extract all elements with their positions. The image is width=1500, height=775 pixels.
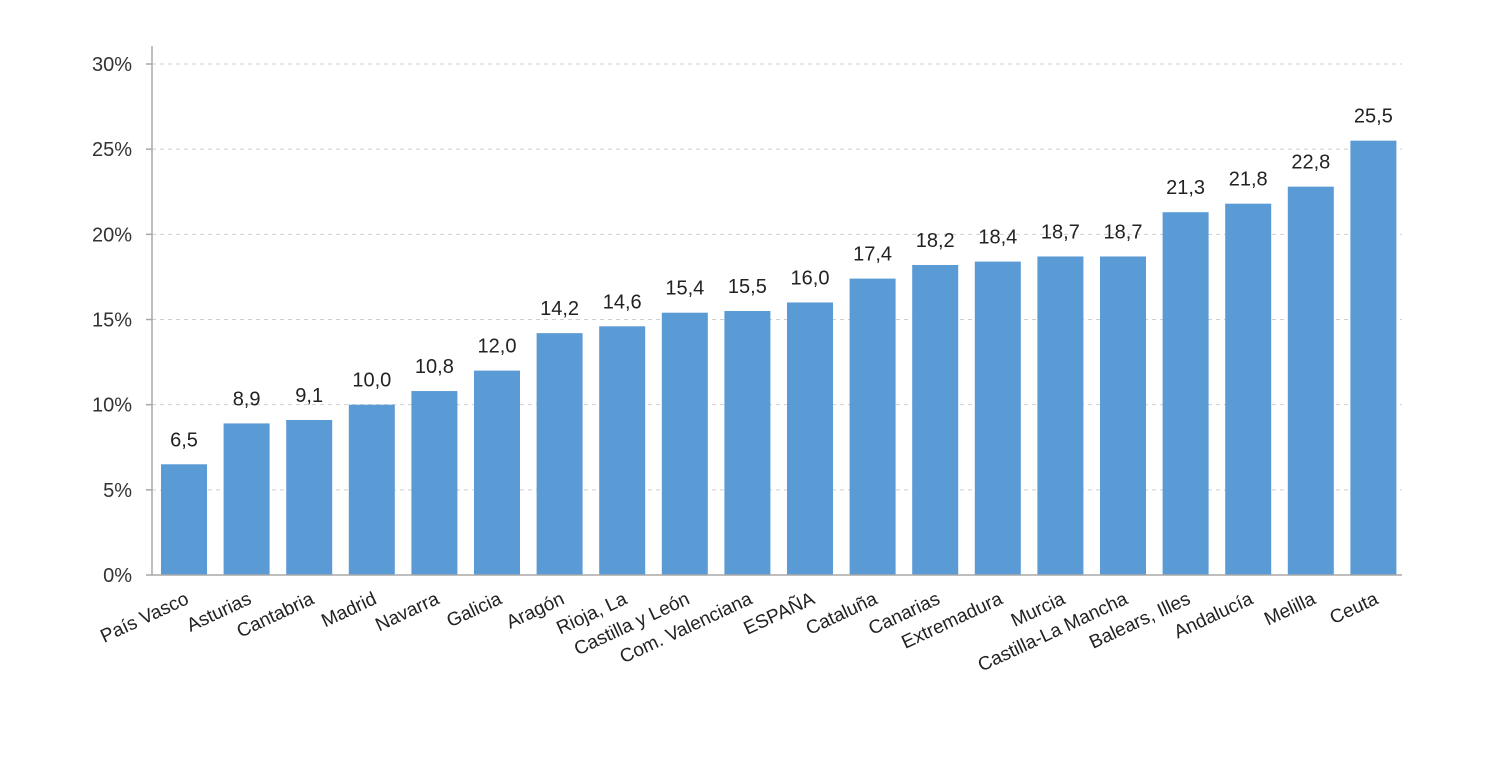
data-label: 8,9 <box>233 388 261 410</box>
data-label: 10,0 <box>352 370 391 392</box>
bar <box>974 261 1021 575</box>
y-tick-label: 30% <box>92 54 132 76</box>
bar <box>1100 256 1146 575</box>
y-axis-ticks: 0% 5% 10% 15% 20% 25% 30% <box>92 54 152 587</box>
bar <box>1162 212 1209 575</box>
data-label: 9,1 <box>295 385 323 407</box>
category-label: Navarra <box>372 588 443 636</box>
category-label: ESPAÑA <box>740 587 818 639</box>
data-label: 6,5 <box>170 429 198 451</box>
bar <box>661 312 708 575</box>
bar <box>1287 186 1334 575</box>
data-label: 25,5 <box>1354 106 1393 128</box>
y-tick-label: 20% <box>92 224 132 246</box>
data-label: 18,7 <box>1041 221 1080 243</box>
y-tick-label: 5% <box>103 480 132 502</box>
data-label: 18,4 <box>978 227 1017 249</box>
category-label: Cataluña <box>803 588 881 639</box>
bar <box>1225 203 1272 575</box>
bar <box>724 310 771 575</box>
category-label: País Vasco <box>97 588 192 647</box>
data-label: 12,0 <box>478 336 517 358</box>
bar <box>599 326 646 575</box>
y-tick-label: 15% <box>92 310 132 332</box>
bar <box>536 333 583 575</box>
data-labels: 6,5 8,9 9,1 10,0 10,8 12,0 14,2 14,6 15,4 15,5 16,… <box>170 106 1393 452</box>
bar <box>1350 140 1397 575</box>
bar <box>1037 256 1084 575</box>
data-label: 16,0 <box>791 267 830 289</box>
data-label: 22,8 <box>1291 152 1330 174</box>
data-label: 21,8 <box>1229 169 1268 191</box>
data-label: 18,2 <box>916 230 955 252</box>
data-label: 15,4 <box>665 278 704 300</box>
category-label: Galicia <box>444 588 506 632</box>
data-label: 18,7 <box>1104 221 1143 243</box>
bar <box>348 404 395 575</box>
bar <box>787 302 833 575</box>
bars <box>161 140 1397 575</box>
data-label: 15,5 <box>728 276 767 298</box>
gridlines <box>152 63 1402 491</box>
bar <box>286 419 333 575</box>
bar <box>912 264 959 575</box>
y-tick-label: 0% <box>103 565 132 587</box>
bar <box>474 370 520 575</box>
data-label: 17,4 <box>853 244 892 266</box>
data-label: 21,3 <box>1166 177 1205 199</box>
bar <box>161 464 207 575</box>
data-label: 14,6 <box>603 291 642 313</box>
data-label: 14,2 <box>540 298 579 320</box>
bar <box>849 278 896 575</box>
y-tick-label: 10% <box>92 395 132 417</box>
category-label: Melilla <box>1261 588 1319 630</box>
y-tick-label: 25% <box>92 139 132 161</box>
bar <box>223 423 270 575</box>
data-label: 10,8 <box>415 356 454 378</box>
category-label: Madrid <box>318 588 380 632</box>
category-label: Ceuta <box>1327 588 1382 629</box>
bar <box>411 391 458 575</box>
